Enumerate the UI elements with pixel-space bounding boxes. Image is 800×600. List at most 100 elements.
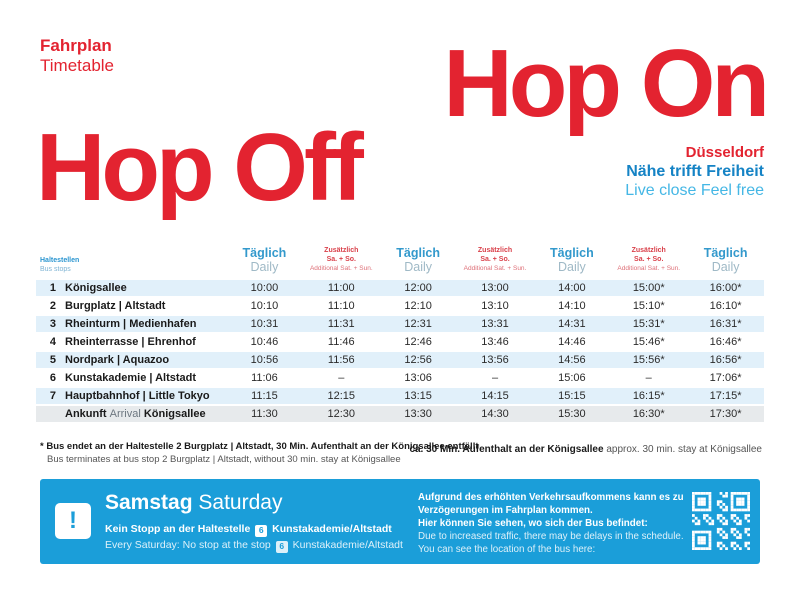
time-cell: 13:06 bbox=[404, 371, 432, 384]
time-cell: 15:31* bbox=[632, 317, 665, 330]
footnote-de: * Bus endet an der Haltestelle 2 Burgpla… bbox=[40, 441, 479, 452]
no-stop-en-text: Every Saturday: No stop at the stop bbox=[105, 539, 271, 552]
time-cell: 12:00 bbox=[404, 281, 432, 294]
stops-column-header: Haltestellen Bus stops bbox=[36, 257, 226, 275]
stop-name: Ankunft Arrival Königsallee bbox=[56, 408, 226, 420]
time-cell: 14:31 bbox=[558, 317, 586, 330]
column-header-daily: Täglich Daily bbox=[380, 246, 457, 275]
stop-number: 7 bbox=[49, 389, 56, 402]
page-title-en: Timetable bbox=[40, 55, 115, 75]
stops-label-en: Bus stops bbox=[40, 265, 71, 273]
time-cell: 16:31* bbox=[709, 317, 742, 330]
additional-label-de: Zusätzlich bbox=[631, 247, 666, 254]
stop-name: Rheinturm | Medienhafen bbox=[65, 317, 197, 330]
time-cells: 10:46 11:46 12:46 13:46 14:46 15:46* 16:46* bbox=[226, 336, 764, 348]
timetable-rows: 1 Königsallee 10:00 11:00 12:00 13:00 14:00 15:… bbox=[36, 279, 764, 422]
delay-de-3: Hier können Sie sehen, wo sich der Bus b… bbox=[418, 517, 648, 529]
banner-title-de: Samstag bbox=[105, 491, 193, 514]
delay-de-2: Verzögerungen im Fahrplan kommen. bbox=[418, 504, 593, 516]
time-cell: 17:06* bbox=[709, 371, 742, 384]
slogan-en: Live close Feel free bbox=[625, 182, 764, 200]
stop-number: 3 bbox=[49, 317, 56, 330]
daily-label-de: Täglich bbox=[549, 246, 594, 260]
stop-row: 7 Hauptbahnhof | Little Tokyo 11:15 12:15 13… bbox=[36, 387, 764, 404]
stop-number: 2 bbox=[49, 299, 56, 312]
delay-en-1: Due to increased traffic, there may be d… bbox=[418, 530, 684, 542]
time-cells: 11:06 – 13:06 – 15:06 – 17:06* bbox=[226, 372, 764, 384]
stop-row: 4 Rheinterrasse | Ehrenhof 10:46 11:46 12:46… bbox=[36, 334, 764, 350]
time-cell: 16:56* bbox=[709, 353, 742, 366]
banner-no-stop-en: Every Saturday: No stop at the stop 6 Ku… bbox=[105, 537, 403, 554]
arrival-label-en: Arrival bbox=[109, 407, 141, 420]
time-column-headers: Täglich Daily Zusätzlich Sa. + So. Additiona… bbox=[226, 246, 764, 275]
time-cell: 16:00* bbox=[709, 281, 742, 294]
time-cells: 10:31 11:31 12:31 13:31 14:31 15:31* 16:31* bbox=[226, 318, 764, 330]
column-header-additional: Zusätzlich Sa. + So. Additional Sat. + Sun… bbox=[457, 247, 534, 275]
brand-tagline: Düsseldorf Nähe trifft Freiheit Live clo… bbox=[625, 144, 764, 200]
time-cell: 15:10* bbox=[632, 299, 665, 312]
time-cell: 14:00 bbox=[558, 281, 586, 294]
time-cell: 13:00 bbox=[481, 281, 509, 294]
daily-label-en: Daily bbox=[250, 259, 279, 274]
time-cell: 10:10 bbox=[250, 299, 279, 312]
additional-label-en: Additional Sat. + Sun. bbox=[617, 264, 681, 272]
time-cell: 15:00* bbox=[632, 281, 665, 294]
stop-number: 6 bbox=[49, 371, 56, 384]
additional-label-en: Additional Sat. + Sun. bbox=[463, 264, 527, 272]
hero-hop-off: Hop Off bbox=[36, 114, 364, 221]
stop-number: 4 bbox=[49, 335, 56, 348]
footnote-asterisk: * Bus endet an der Haltestelle 2 Burgpla… bbox=[40, 440, 479, 467]
banner-title: Samstag Saturday bbox=[105, 490, 403, 515]
stop-row: 1 Königsallee 10:00 11:00 12:00 13:00 14:00 15:… bbox=[36, 279, 764, 296]
no-stop-en-stop: Kunstakademie/Altstadt bbox=[292, 539, 403, 552]
column-header-daily: Täglich Daily bbox=[226, 246, 303, 275]
timetable: Haltestellen Bus stops Täglich Daily Zusät… bbox=[36, 246, 764, 424]
time-cell: 11:00 bbox=[327, 281, 355, 294]
additional-label-de: Zusätzlich bbox=[324, 247, 359, 254]
stop-name: Hauptbahnhof | Little Tokyo bbox=[65, 389, 210, 402]
banner-delay-notice: Aufgrund des erhöhten Verkehrsaufkommens… bbox=[418, 492, 708, 557]
additional-label-days: Sa. + So. bbox=[326, 255, 356, 263]
additional-label-days: Sa. + So. bbox=[634, 255, 664, 263]
additional-label-en: Additional Sat. + Sun. bbox=[309, 264, 373, 272]
time-cell: 12:15 bbox=[327, 389, 356, 402]
time-cell: 15:15 bbox=[558, 389, 586, 402]
stop-name: Rheinterrasse | Ehrenhof bbox=[65, 335, 196, 348]
time-cell: 12:56 bbox=[404, 353, 432, 366]
no-stop-de-text: Kein Stopp an der Haltestelle bbox=[105, 523, 251, 536]
stop-number: 1 bbox=[49, 281, 56, 294]
time-cell: 11:15 bbox=[251, 389, 278, 402]
delay-en-2: You can see the location of the bus here… bbox=[418, 543, 596, 555]
arrival-label-de: Ankunft bbox=[65, 407, 107, 420]
stop-6-badge: 6 bbox=[255, 524, 268, 537]
time-cell: 11:46 bbox=[327, 335, 355, 348]
footnote-stay: ca. 30 Min. Aufenthalt an der Königsalle… bbox=[409, 444, 762, 455]
time-cell: 12:10 bbox=[404, 299, 432, 312]
time-cell: – bbox=[645, 371, 652, 384]
time-cell: 14:10 bbox=[558, 299, 586, 312]
column-header-additional: Zusätzlich Sa. + So. Additional Sat. + Sun… bbox=[303, 247, 380, 275]
arrival-row: Ankunft Arrival Königsallee 11:30 12:30 13:… bbox=[36, 405, 764, 422]
time-cells: 10:56 11:56 12:56 13:56 14:56 15:56* 16:56* bbox=[226, 354, 764, 366]
time-cells: 11:15 12:15 13:15 14:15 15:15 16:15* 17:15* bbox=[226, 390, 764, 402]
column-header-daily: Täglich Daily bbox=[687, 246, 764, 275]
footnote-en: Bus terminates at bus stop 2 Burgplatz |… bbox=[47, 454, 401, 466]
time-cell: 14:46 bbox=[558, 335, 586, 348]
stop-name: Nordpark | Aquazoo bbox=[65, 353, 170, 366]
banner-left-block: Samstag Saturday Kein Stopp an der Halte… bbox=[105, 490, 403, 554]
time-cell: 11:31 bbox=[327, 317, 355, 330]
page-title-de: Fahrplan bbox=[40, 36, 112, 55]
daily-label-en: Daily bbox=[711, 259, 740, 274]
time-cell: 13:56 bbox=[481, 353, 509, 366]
daily-label-en: Daily bbox=[404, 259, 433, 274]
saturday-notice-banner: ! Samstag Saturday Kein Stopp an der Hal… bbox=[40, 479, 760, 564]
time-cell: 11:06 bbox=[251, 371, 278, 384]
time-cell: 11:56 bbox=[327, 353, 355, 366]
stop-name: Kunstakademie | Altstadt bbox=[65, 371, 197, 384]
time-cell: 15:30 bbox=[558, 407, 586, 420]
stop-name: Königsallee bbox=[65, 281, 127, 294]
column-header-daily: Täglich Daily bbox=[533, 246, 610, 275]
additional-label-de: Zusätzlich bbox=[477, 247, 513, 254]
no-stop-de-stop: Kunstakademie/Altstadt bbox=[272, 523, 392, 536]
footnote-stay-de: ca. 30 Min. Aufenthalt an der Königsalle… bbox=[409, 444, 604, 455]
